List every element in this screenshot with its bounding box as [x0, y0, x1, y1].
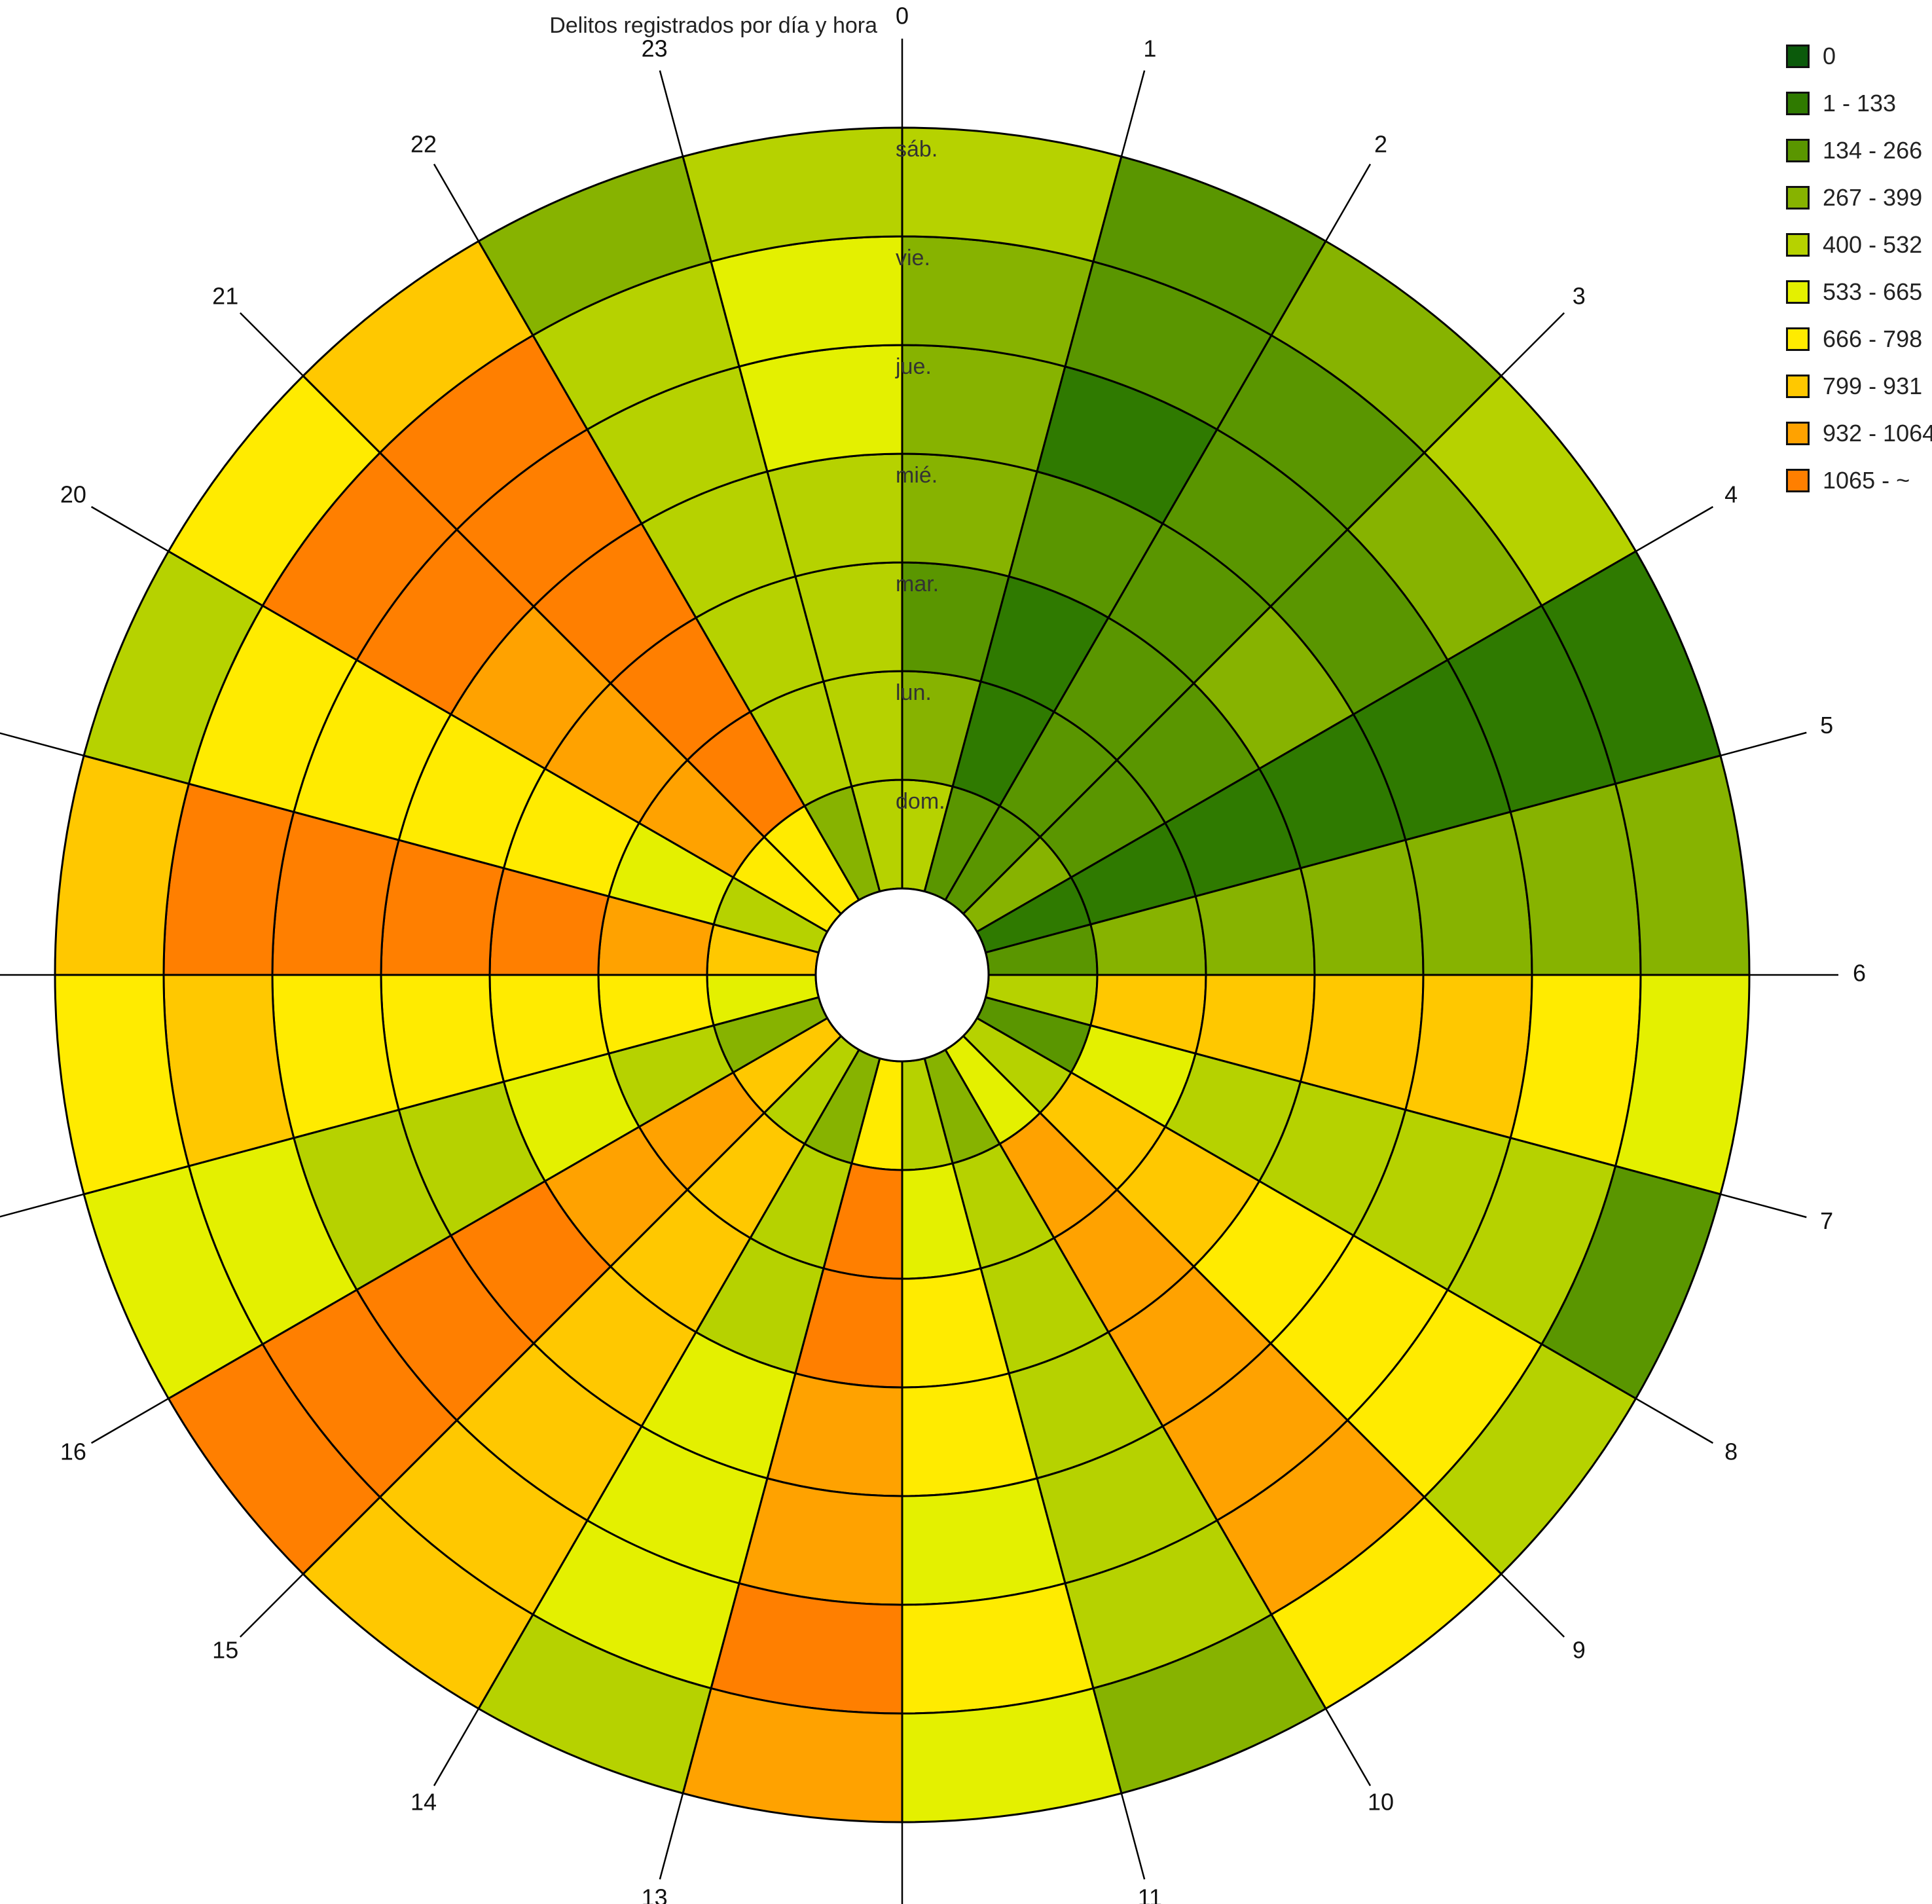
legend-label: 1065 - ~: [1823, 467, 1910, 494]
hour-label: 20: [60, 481, 86, 508]
legend-label: 932 - 1064: [1823, 420, 1932, 447]
legend-item: 666 - 798: [1786, 316, 1932, 363]
hour-axis-line: [985, 996, 1807, 1218]
legend-swatch: [1786, 233, 1810, 257]
hour-axis-line: [923, 70, 1146, 892]
legend: 0 1 - 133 134 - 266 267 - 399 400 - 532 533 -…: [1786, 33, 1932, 504]
legend-swatch: [1786, 186, 1810, 210]
hour-axis-line: [944, 163, 1372, 901]
cell-hour-11-4: [901, 1477, 1066, 1606]
hour-label: 4: [1724, 481, 1738, 508]
legend-item: 0: [1786, 33, 1932, 80]
hour-label: 9: [1573, 1636, 1586, 1663]
day-label: dom.: [896, 789, 945, 814]
hour-label: 23: [642, 35, 668, 62]
hour-axis-line: [976, 505, 1714, 933]
hour-axis-line: [976, 1017, 1714, 1444]
legend-label: 666 - 798: [1823, 325, 1923, 352]
cell-hour-5-4: [1404, 811, 1533, 976]
legend-item: 1 - 133: [1786, 80, 1932, 127]
legend-label: 533 - 665: [1823, 278, 1923, 305]
hour-axis-line: [659, 70, 881, 892]
legend-swatch: [1786, 92, 1810, 115]
legend-swatch: [1786, 327, 1810, 351]
day-label: mié.: [896, 463, 938, 488]
legend-item: 400 - 532: [1786, 221, 1932, 268]
legend-swatch: [1786, 45, 1810, 68]
hour-axis-line: [962, 1035, 1565, 1638]
legend-swatch: [1786, 375, 1810, 398]
legend-label: 799 - 931: [1823, 373, 1923, 399]
hour-axis-line: [923, 1058, 1146, 1880]
hour-label: 10: [1368, 1789, 1394, 1816]
day-label: sáb.: [896, 137, 938, 162]
legend-swatch: [1786, 422, 1810, 445]
hour-label: 21: [212, 283, 238, 310]
hour-axis-line: [239, 1035, 842, 1638]
legend-item: 799 - 931: [1786, 363, 1932, 410]
legend-item: 134 - 266: [1786, 127, 1932, 174]
hour-label: 22: [410, 130, 437, 157]
hour-label: 8: [1724, 1438, 1738, 1465]
hour-axis-line: [90, 505, 828, 933]
hour-axis-line: [433, 1049, 860, 1787]
hour-axis-line: [0, 996, 819, 1218]
cell-hour-18-4: [271, 811, 400, 976]
hour-label: 14: [410, 1789, 437, 1816]
hour-label: 3: [1573, 283, 1586, 310]
cell-hour-17-4: [271, 974, 400, 1139]
cell-hour-6-4: [1404, 974, 1533, 1139]
legend-item: 1065 - ~: [1786, 457, 1932, 504]
day-label: lun.: [896, 680, 932, 705]
legend-label: 400 - 532: [1823, 231, 1923, 258]
hour-label: 5: [1820, 712, 1833, 739]
hour-axis-line: [90, 1017, 828, 1444]
hour-axis-line: [659, 1058, 881, 1880]
hour-axis-line: [239, 312, 842, 915]
legend-item: 533 - 665: [1786, 268, 1932, 316]
legend-swatch: [1786, 139, 1810, 162]
center-hole: [814, 887, 990, 1063]
hour-label: 0: [896, 3, 909, 29]
legend-label: 0: [1823, 43, 1836, 69]
hour-label: 13: [642, 1884, 668, 1904]
day-label: vie.: [896, 246, 930, 270]
legend-swatch: [1786, 469, 1810, 492]
legend-label: 134 - 266: [1823, 137, 1923, 164]
hour-axis-line: [944, 1049, 1372, 1787]
hour-label: 7: [1820, 1207, 1833, 1234]
legend-swatch: [1786, 280, 1810, 304]
hour-label: 1: [1143, 35, 1156, 62]
cell-hour-12-4: [738, 1477, 903, 1606]
hour-label: 15: [212, 1636, 238, 1663]
legend-item: 267 - 399: [1786, 174, 1932, 221]
day-label: mar.: [896, 572, 939, 596]
day-label: jue.: [895, 354, 932, 379]
hour-axis-line: [433, 163, 860, 901]
hour-label: 16: [60, 1438, 86, 1465]
hour-axis-line: [985, 731, 1807, 954]
hour-axis-line: [962, 312, 1565, 915]
hour-label: 11: [1138, 1884, 1162, 1904]
legend-label: 1 - 133: [1823, 90, 1897, 117]
chart-title: Delitos registrados por día y hora: [549, 13, 877, 38]
legend-item: 932 - 1064: [1786, 410, 1932, 457]
cell-hour-23-4: [738, 344, 903, 473]
legend-label: 267 - 399: [1823, 184, 1923, 211]
hour-label: 2: [1374, 130, 1387, 157]
hour-axis-line: [0, 732, 819, 954]
hour-label: 6: [1853, 960, 1866, 987]
